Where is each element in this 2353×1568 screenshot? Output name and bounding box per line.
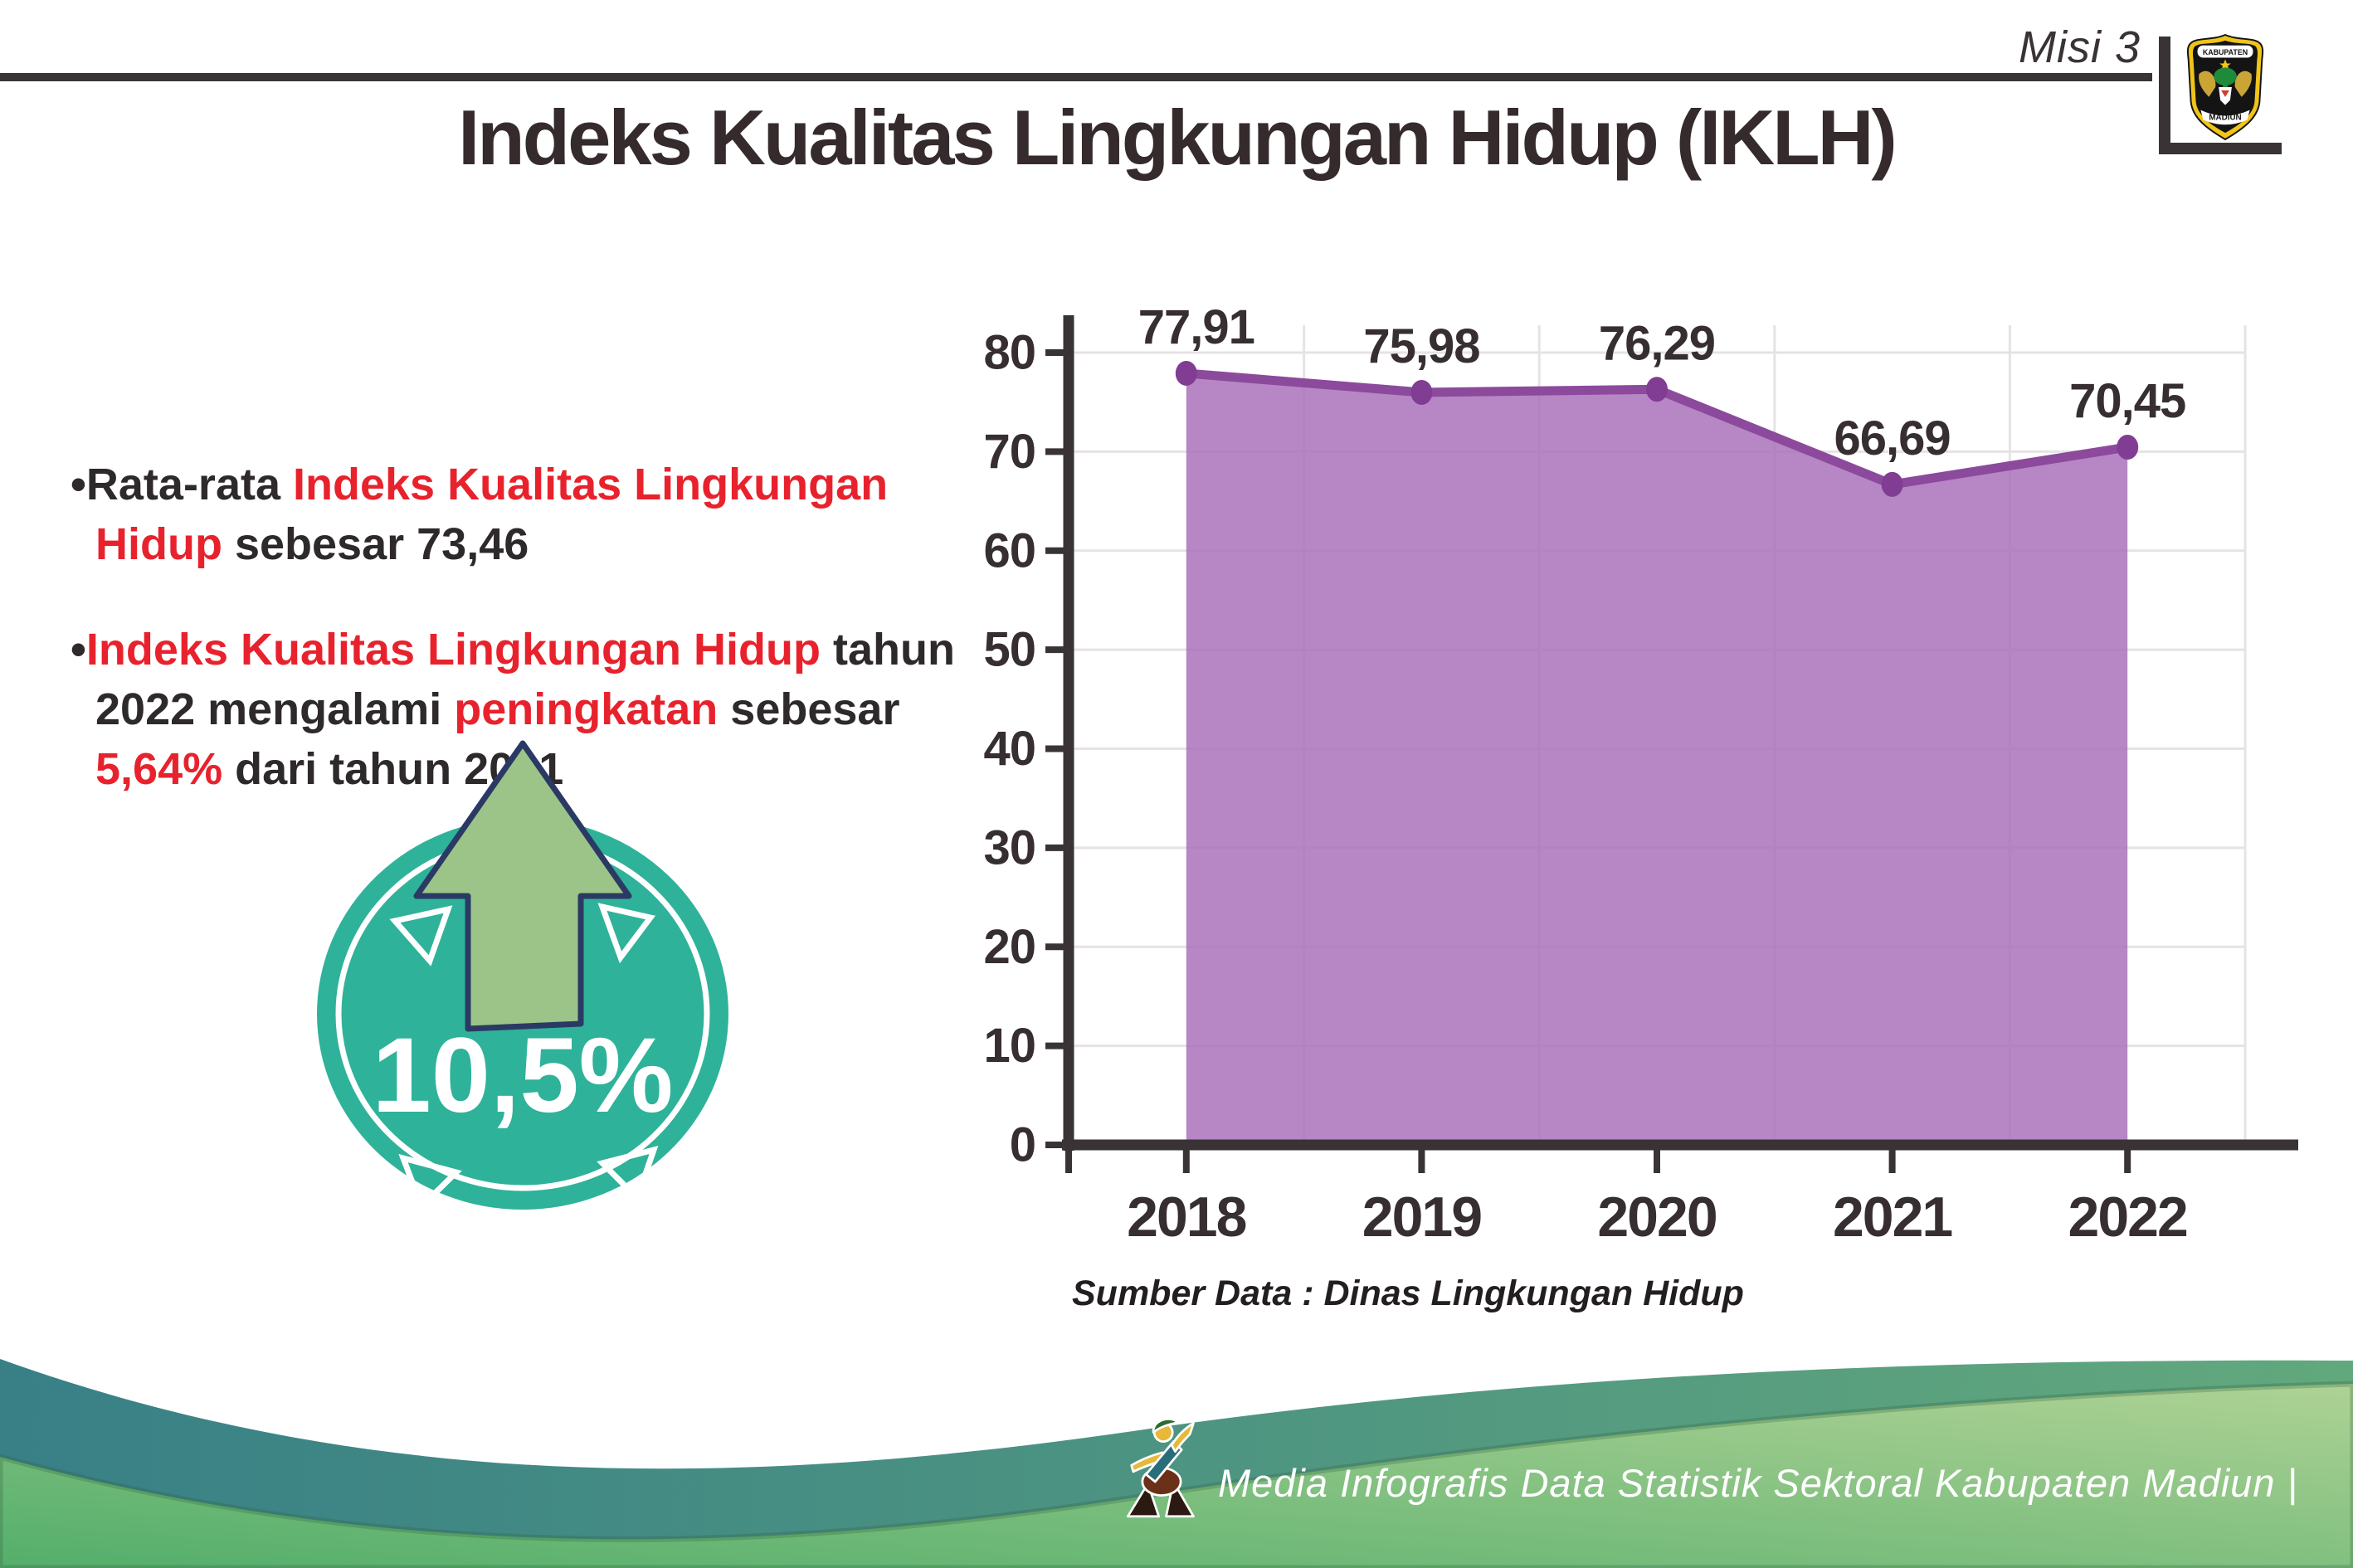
area-fill (1186, 373, 2128, 1141)
bullet-text-segment: Indeks Kualitas Lingkungan Hidup (85, 624, 821, 674)
page-title: Indeks Kualitas Lingkungan Hidup (IKLH) (458, 94, 1898, 181)
bullet-text-segment: Rata-rata (85, 460, 293, 509)
crest-left-wing (2199, 71, 2216, 97)
y-tick-label: 30 (983, 821, 1035, 874)
crest-top-banner-text: KABUPATEN (2203, 48, 2248, 56)
header-rule (0, 73, 2152, 81)
mascot-dancer-icon (1126, 1418, 1195, 1518)
data-point (1410, 379, 1433, 405)
data-point (1175, 360, 1197, 386)
crest-right-wing (2234, 71, 2252, 97)
logo-bracket-horizontal (2159, 143, 2282, 154)
data-point-label: 70,45 (2069, 374, 2185, 428)
x-tick-label: 2019 (1362, 1186, 1481, 1249)
badge-spark-top-left (389, 905, 453, 967)
y-tick-label: 60 (983, 523, 1035, 577)
mascot-cap (1152, 1418, 1180, 1434)
iklh-area-chart: 0 10 20 30 40 50 60 70 80 2018 2019 2020 2021 2022 77,… (983, 300, 2298, 1249)
y-tick-label: 20 (983, 920, 1035, 974)
y-tick-label: 0 (1010, 1118, 1035, 1172)
x-tick-label: 2020 (1597, 1186, 1716, 1249)
bullet-text-segment: peningkatan (454, 684, 719, 735)
data-point (1881, 471, 1903, 497)
footer-credit: Media Infografis Data Statistik Sektoral… (1218, 1461, 2298, 1505)
summary-bullets: •Rata-rata Indeks Kualitas Lingkungan Hi… (71, 455, 1025, 845)
y-tick-label: 70 (983, 425, 1035, 479)
y-tick-label: 10 (983, 1019, 1035, 1073)
data-point-label: 77,91 (1138, 300, 1254, 354)
badge-percentage: 10,5% (373, 1016, 674, 1135)
badge-spark-top-right (597, 903, 656, 964)
bullet-text-segment: sebesar 73,46 (222, 519, 529, 570)
crest-bottom-banner (2200, 110, 2250, 125)
kabupaten-madiun-logo-icon: KABUPATEN MADIUN (2186, 33, 2264, 141)
data-point-label: 76,29 (1599, 316, 1715, 370)
bullet-text-segment: sebesar (718, 684, 900, 735)
chart-source-note: Sumber Data : Dinas Lingkungan Hidup (1072, 1273, 1744, 1313)
crest-bottom-banner-text: MADIUN (2209, 113, 2241, 122)
increase-badge: 10,5% (317, 740, 728, 1212)
misi-label: Misi 3 (2018, 22, 2141, 72)
bullet-text-segment: tahun 2022 mengalami (95, 624, 955, 735)
data-point (2117, 435, 2139, 460)
bullet-marker: • (71, 460, 86, 509)
y-tick-label: 40 (983, 722, 1035, 776)
crest-center-chevron (2221, 90, 2229, 97)
data-point (1646, 377, 1668, 402)
bullet-item: •Indeks Kualitas Lingkungan Hidup tahun … (71, 620, 1025, 800)
logo-bracket-vertical (2159, 37, 2170, 154)
bullet-text-segment: Indeks Kualitas Lingkungan Hidup (95, 460, 889, 570)
bullet-text-segment: 5,64% (95, 744, 223, 795)
data-point-label: 66,69 (1834, 411, 1951, 465)
crest-top-banner (2197, 45, 2253, 58)
y-tick-label: 80 (983, 326, 1035, 380)
x-tick-label: 2022 (2068, 1186, 2187, 1249)
bullet-marker: • (71, 624, 86, 674)
badge-spark-bottom-left (398, 1153, 462, 1212)
crest-tree (2214, 67, 2237, 86)
crest-star-icon (2219, 59, 2231, 71)
mascot-right-arm (1170, 1422, 1195, 1454)
x-tick-label: 2018 (1127, 1186, 1245, 1249)
mascot-left-leg (1126, 1482, 1161, 1518)
up-arrow-icon (413, 740, 632, 1032)
mascot-torso (1144, 1440, 1183, 1483)
x-tick-label: 2021 (1833, 1186, 1951, 1249)
y-tick-label: 50 (983, 623, 1035, 677)
badge-spark-bottom-right (597, 1145, 659, 1204)
data-point-label: 75,98 (1363, 319, 1479, 373)
bullet-item: •Rata-rata Indeks Kualitas Lingkungan Hi… (71, 455, 1025, 575)
